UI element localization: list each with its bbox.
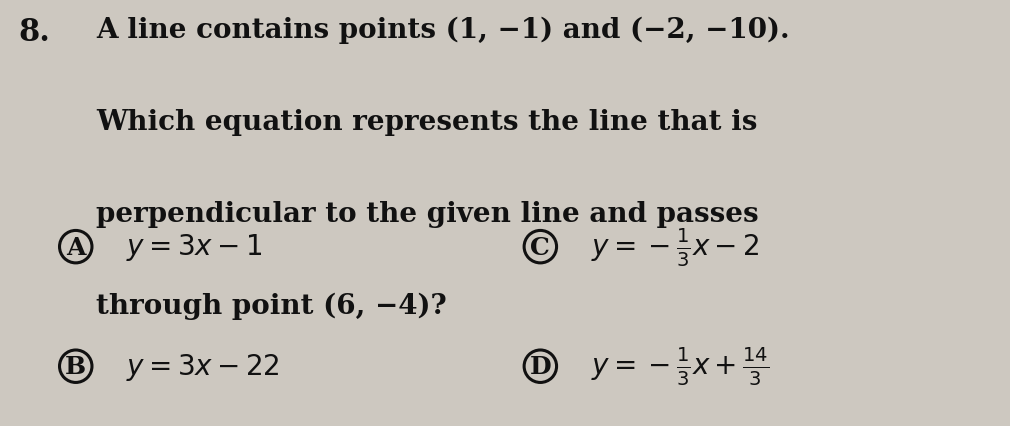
Text: C: C — [530, 235, 550, 259]
Text: $y = 3x - 1$: $y = 3x - 1$ — [126, 232, 263, 262]
Text: $y = -\frac{1}{3}x - 2$: $y = -\frac{1}{3}x - 2$ — [591, 226, 760, 268]
Text: A line contains points (1, −1) and (−2, −10).: A line contains points (1, −1) and (−2, … — [96, 17, 790, 44]
Text: through point (6, −4)?: through point (6, −4)? — [96, 292, 446, 319]
Text: D: D — [529, 354, 551, 378]
Text: A: A — [66, 235, 86, 259]
Text: Which equation represents the line that is: Which equation represents the line that … — [96, 109, 758, 135]
Text: B: B — [66, 354, 86, 378]
Text: 8.: 8. — [18, 17, 50, 48]
Text: $y = 3x - 22$: $y = 3x - 22$ — [126, 351, 280, 382]
Text: $y = -\frac{1}{3}x + \frac{14}{3}$: $y = -\frac{1}{3}x + \frac{14}{3}$ — [591, 345, 770, 387]
Text: perpendicular to the given line and passes: perpendicular to the given line and pass… — [96, 200, 759, 227]
